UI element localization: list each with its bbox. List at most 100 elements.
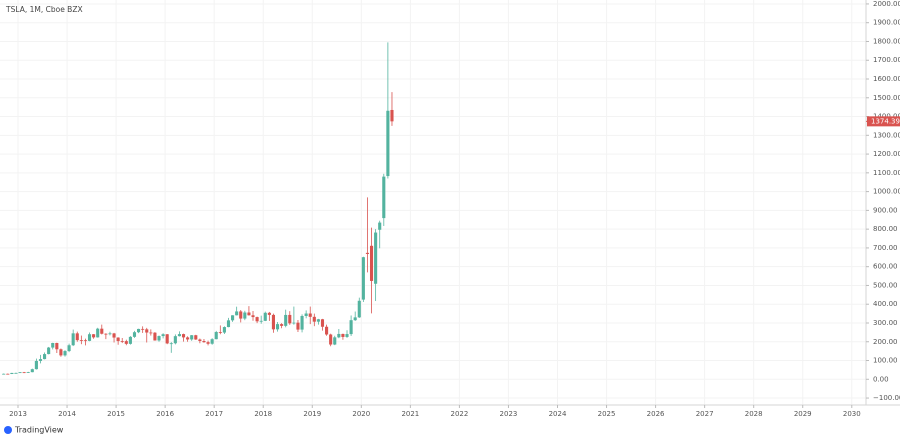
candle-body [374,232,378,284]
x-tick-label: 2013 [9,410,27,418]
candle-body [26,372,30,373]
candle-body [47,347,51,355]
y-tick-label: 400.00 [873,300,898,308]
candle-body [222,327,226,333]
candle-body [14,372,18,374]
y-tick-label: 1100.00 [873,169,900,177]
candle-body [186,337,190,340]
logo-text: TradingView [14,426,64,435]
x-tick-label: 2022 [450,410,468,418]
candle-body [112,333,116,338]
candle-body [161,334,165,337]
y-tick-label: 2000.00 [873,0,900,8]
candle-body [198,339,202,342]
y-tick-label: 200.00 [873,338,898,346]
candle-body [386,110,390,177]
y-tick-label: 300.00 [873,319,898,327]
candle-body [255,317,259,322]
candle-body [132,332,137,337]
candle-body [378,222,382,230]
y-tick-label: 1900.00 [873,19,900,27]
candle-body [275,324,280,330]
last-price-label: 1374.39 [871,117,900,125]
candle-body [43,354,47,360]
x-tick-label: 2019 [303,410,321,418]
candle-body [210,339,214,344]
candle-body [308,313,312,317]
candle-body [75,333,79,341]
y-tick-label: 600.00 [873,263,898,271]
candle-body [341,333,345,337]
candle-body [120,341,124,342]
y-tick-label: 1500.00 [873,94,900,102]
candle-body [51,342,55,348]
candle-body [104,333,108,335]
candle-body [357,300,361,318]
candle-body [271,314,275,330]
candle-body [239,311,243,319]
candle-body [284,314,288,326]
candle-body [349,320,353,335]
candle-body [288,314,292,324]
candle-body [316,319,320,322]
candle-body [247,312,251,316]
x-tick-label: 2017 [205,410,223,418]
x-tick-label: 2025 [598,410,616,418]
logo-icon [4,426,12,434]
y-tick-label: 500.00 [873,281,898,289]
candle-body [124,341,128,344]
candle-body [67,345,71,352]
candle-body [71,333,75,346]
candle-body [55,342,59,350]
candle-body [382,176,386,219]
candle-body [22,372,26,374]
candle-body [169,343,173,345]
chart-title: TSLA, 1M, Cboe BZX [5,5,83,14]
y-tick-label: 1200.00 [873,150,900,158]
y-tick-label: 1800.00 [873,37,900,45]
candle-body [320,319,325,327]
candle-body [214,332,218,340]
y-tick-label: 1300.00 [873,131,900,139]
candle-body [30,369,34,373]
x-tick-label: 2018 [254,410,272,418]
x-tick-label: 2024 [549,410,567,418]
candle-body [251,315,255,318]
candle-body [149,332,153,334]
candle-body [259,320,263,322]
candle-body [128,336,132,344]
candle-body [165,334,169,344]
candle-body [243,312,247,319]
candle-body [59,349,63,356]
candle-body [226,320,231,328]
x-tick-label: 2023 [500,410,518,418]
candle-body [235,311,239,316]
candle-body [300,315,304,330]
candle-body [329,334,333,345]
candle-body [92,334,96,338]
logo: TradingView [4,426,64,435]
candle-body [79,340,83,341]
candle-body [38,359,43,361]
candle-body [390,109,394,122]
y-tick-label: 1600.00 [873,75,900,83]
candle-body [2,373,6,375]
candle-body [96,328,100,338]
candle-body [18,372,22,374]
candle-body [157,336,161,341]
candle-body [6,373,10,375]
candle-body [137,328,141,333]
x-tick-label: 2020 [352,410,370,418]
candle-body [34,360,38,370]
candle-body [280,324,284,326]
candles [2,42,394,375]
y-tick-label: 900.00 [873,206,898,214]
y-tick-label: 1700.00 [873,56,900,64]
y-tick-label: 100.00 [873,357,898,365]
candle-body [63,351,67,356]
candle-body [263,312,267,321]
x-tick-label: 2016 [156,410,174,418]
candle-body [267,312,271,315]
candle-body [292,322,296,324]
